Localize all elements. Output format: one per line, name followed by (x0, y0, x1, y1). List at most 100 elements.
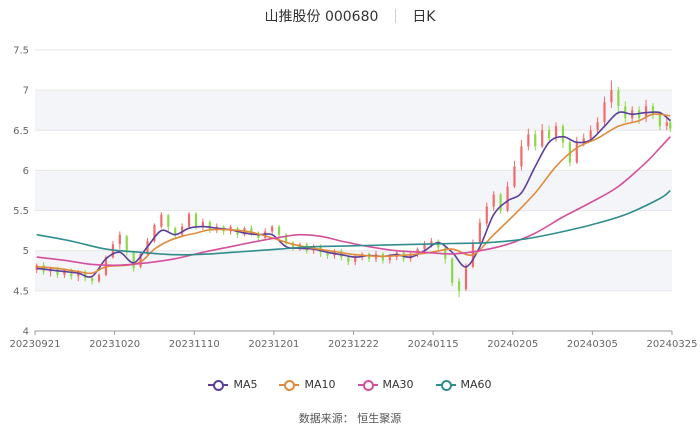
grid-lines (35, 49, 672, 332)
legend-marker-ma10 (279, 379, 300, 391)
candle (603, 96, 606, 127)
candle-body (457, 281, 461, 291)
candle-body (423, 244, 426, 250)
candle (499, 192, 502, 214)
legend-label-ma5: MA5 (233, 378, 258, 391)
candle (513, 160, 516, 189)
candle (534, 130, 537, 151)
candle-body (651, 106, 655, 115)
grid-band (35, 170, 672, 211)
candle (575, 136, 578, 165)
candle (187, 212, 191, 229)
y-tick-label: 7.5 (13, 46, 29, 57)
candle-body (167, 215, 170, 227)
x-tick-label: 20231201 (248, 339, 299, 350)
candle (118, 231, 121, 250)
candle (506, 181, 509, 213)
y-tick-label: 5.5 (13, 206, 29, 217)
candle (548, 125, 551, 142)
candle-body (478, 222, 481, 243)
candle-body (451, 258, 454, 283)
grid-band (35, 90, 672, 131)
candle-body (464, 266, 468, 290)
y-axis: 4 4.5 5 5.5 6 6.5 7 7.5 (13, 46, 29, 338)
candle-body (617, 90, 620, 107)
x-axis: 20230921 20231020 20231110 20231201 20231222… (10, 330, 698, 350)
candle-body (139, 253, 142, 267)
candle-body (208, 221, 211, 230)
y-tick-label: 4 (23, 327, 29, 338)
legend-item-ma60[interactable]: MA60 (435, 378, 492, 391)
background-bands (35, 90, 672, 291)
candle (651, 102, 655, 120)
candle-body (118, 234, 121, 245)
data-source: 数据来源： 恒生聚源 (298, 412, 402, 425)
legend-marker-ma60 (435, 379, 456, 391)
x-tick-label: 20231222 (328, 339, 379, 350)
candle (201, 218, 205, 230)
candle-body (381, 253, 385, 261)
candle (610, 80, 613, 108)
candle (354, 253, 357, 266)
candle (153, 223, 156, 243)
candle (669, 119, 672, 132)
candle (91, 276, 94, 285)
x-tick-label: 20240115 (408, 339, 459, 350)
legend-label-ma30: MA30 (382, 378, 414, 391)
x-tick-label: 20231110 (169, 339, 220, 350)
candle (271, 225, 274, 235)
legend-item-ma5[interactable]: MA5 (208, 378, 257, 391)
candle-body (250, 228, 253, 234)
candle-body (153, 225, 156, 242)
candle-body (70, 269, 73, 277)
candle (485, 202, 488, 227)
candle-body (174, 228, 177, 235)
candle (451, 257, 454, 287)
candle (381, 252, 385, 264)
candle-body (430, 241, 433, 245)
candle-body (485, 206, 488, 224)
candle (464, 263, 468, 291)
y-tick-label: 4.5 (13, 286, 29, 297)
candle (347, 255, 350, 266)
candle-body (527, 134, 530, 147)
legend-item-ma30[interactable]: MA30 (357, 378, 414, 391)
candle-body (575, 142, 578, 163)
legend: MA5 MA10 MA30 MA60 (0, 378, 700, 391)
candle-body (388, 257, 391, 261)
candle-body (499, 194, 502, 211)
legend-label-ma10: MA10 (304, 378, 336, 391)
candlestick-chart: 4 4.5 5 5.5 6 6.5 7 7.5 20230921 20231020 2023111… (10, 46, 698, 351)
candle-body (582, 138, 585, 143)
candle-body (181, 226, 184, 235)
candle (167, 213, 170, 232)
y-tick-label: 5 (23, 246, 29, 257)
candle-body (97, 274, 101, 282)
candle-body (84, 271, 87, 279)
candle (457, 278, 461, 298)
candle-body (201, 221, 205, 227)
candle (617, 86, 620, 115)
candle (596, 117, 599, 134)
legend-marker-ma5 (208, 379, 229, 391)
legend-item-ma10[interactable]: MA10 (279, 378, 336, 391)
candle-body (513, 166, 516, 187)
candle-body (132, 252, 135, 269)
legend-label-ma60: MA60 (460, 378, 492, 391)
candle-body (561, 126, 565, 143)
candle (541, 123, 544, 148)
candle-body (91, 278, 94, 282)
candle (174, 226, 177, 238)
candle-body (554, 126, 558, 139)
candle (589, 125, 592, 142)
candle (291, 241, 295, 251)
candle (665, 117, 668, 131)
x-tick-label: 20240305 (567, 339, 618, 350)
x-tick-label: 20240205 (487, 339, 538, 350)
x-tick-label: 20240325 (647, 339, 698, 350)
y-tick-label: 7 (23, 86, 29, 97)
candle-body (277, 226, 281, 235)
stock-name-code: 山推股份 000680 (264, 9, 379, 25)
candle-body (271, 226, 274, 232)
candle-body (194, 213, 198, 227)
